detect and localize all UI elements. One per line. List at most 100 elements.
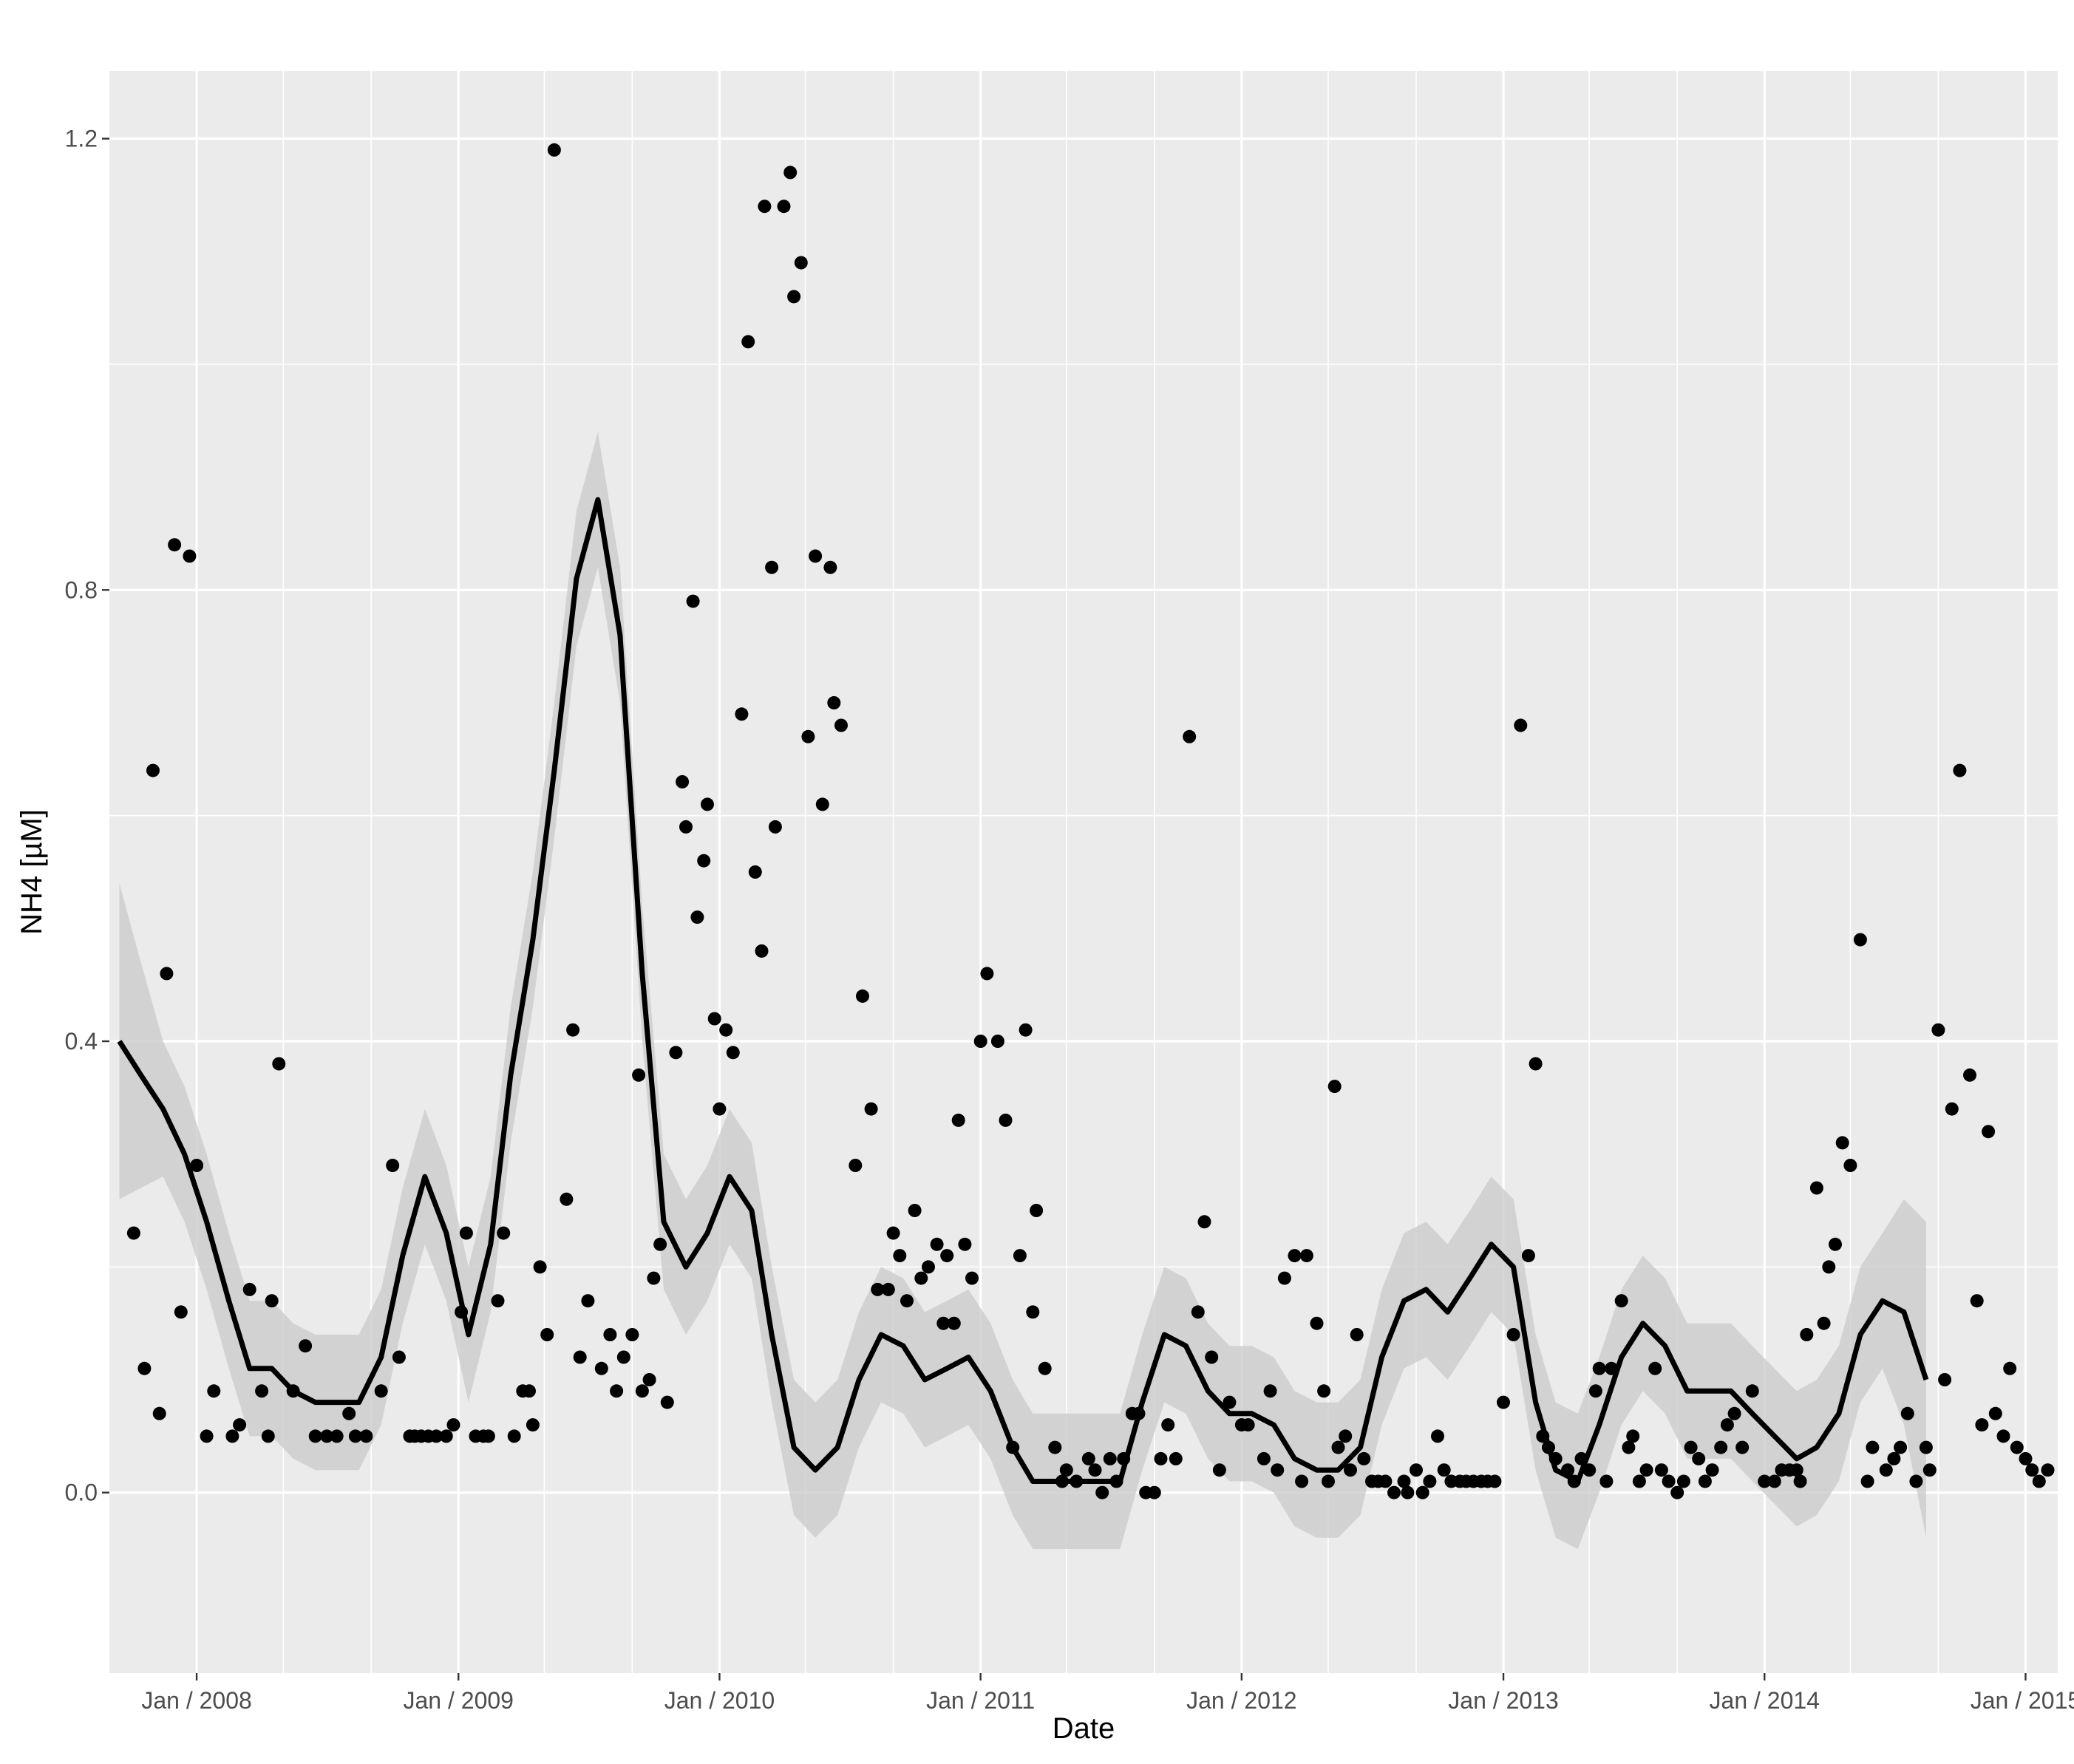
- data-point: [936, 1316, 951, 1330]
- data-point: [1975, 1418, 1989, 1432]
- data-point: [2025, 1463, 2039, 1477]
- data-point: [1648, 1361, 1662, 1375]
- data-point: [1295, 1474, 1309, 1488]
- x-tick-label: Jan / 2013: [1448, 1687, 1558, 1714]
- data-point: [1822, 1260, 1836, 1274]
- y-tick-label: 0.4: [65, 1028, 98, 1055]
- data-point: [1561, 1463, 1575, 1477]
- data-point: [1378, 1474, 1393, 1488]
- data-point: [1809, 1181, 1823, 1195]
- data-point: [1415, 1485, 1429, 1499]
- data-point: [1205, 1350, 1219, 1364]
- data-point: [1829, 1237, 1842, 1251]
- data-point: [1331, 1440, 1345, 1454]
- data-point: [886, 1226, 900, 1240]
- data-point: [1714, 1440, 1728, 1454]
- data-point: [1497, 1395, 1510, 1409]
- data-point: [827, 696, 841, 709]
- data-point: [642, 1373, 656, 1386]
- data-point: [1626, 1429, 1640, 1443]
- data-point: [160, 967, 174, 981]
- data-point: [533, 1260, 547, 1274]
- data-point: [999, 1113, 1013, 1127]
- data-point: [893, 1249, 907, 1263]
- data-point: [1263, 1384, 1277, 1398]
- data-point: [2003, 1361, 2017, 1375]
- data-point: [1536, 1429, 1550, 1443]
- data-point: [719, 1023, 733, 1037]
- data-point: [330, 1429, 344, 1443]
- data-point: [320, 1429, 334, 1443]
- data-point: [1317, 1384, 1331, 1398]
- data-point: [856, 989, 869, 1003]
- data-point: [429, 1429, 443, 1443]
- data-point: [1109, 1474, 1123, 1488]
- data-point: [713, 1102, 727, 1116]
- data-point: [233, 1418, 247, 1432]
- data-point: [1327, 1080, 1342, 1094]
- data-point: [914, 1271, 928, 1285]
- data-point: [1048, 1440, 1062, 1454]
- data-point: [547, 143, 561, 157]
- data-point: [1567, 1474, 1581, 1488]
- x-tick-label: Jan / 2008: [141, 1687, 251, 1714]
- data-point: [1970, 1294, 1984, 1308]
- data-point: [1410, 1463, 1423, 1477]
- data-point: [1350, 1328, 1364, 1341]
- data-point: [1183, 729, 1197, 743]
- data-point: [1988, 1406, 2002, 1420]
- data-point: [980, 967, 994, 981]
- data-point: [392, 1350, 406, 1364]
- data-point: [2041, 1463, 2055, 1477]
- data-point: [1322, 1474, 1335, 1488]
- data-point: [864, 1102, 878, 1116]
- data-point: [1241, 1418, 1255, 1432]
- data-point: [1339, 1429, 1353, 1443]
- data-point: [1147, 1485, 1161, 1499]
- data-point: [2019, 1451, 2033, 1465]
- data-point: [735, 707, 749, 721]
- data-point: [286, 1384, 300, 1398]
- data-point: [1684, 1440, 1698, 1454]
- data-point: [669, 1046, 683, 1060]
- data-point: [1894, 1440, 1908, 1454]
- data-point: [823, 560, 837, 574]
- data-point: [255, 1384, 269, 1398]
- data-point: [834, 718, 848, 732]
- data-point: [755, 944, 769, 958]
- data-point: [660, 1395, 674, 1409]
- data-point: [647, 1271, 661, 1285]
- data-point: [374, 1384, 388, 1398]
- data-point: [1006, 1440, 1020, 1454]
- data-point: [881, 1282, 895, 1296]
- data-point: [1088, 1463, 1102, 1477]
- data-point: [446, 1418, 460, 1432]
- data-point: [973, 1035, 987, 1048]
- data-point: [958, 1237, 972, 1251]
- data-point: [1423, 1474, 1437, 1488]
- data-point: [526, 1418, 540, 1432]
- data-point: [940, 1249, 954, 1263]
- data-point: [1344, 1463, 1357, 1477]
- data-point: [1271, 1463, 1285, 1477]
- data-point: [990, 1035, 1004, 1048]
- x-tick-label: Jan / 2009: [404, 1687, 514, 1714]
- data-point: [1161, 1418, 1175, 1432]
- data-point: [2032, 1474, 2046, 1488]
- data-point: [900, 1294, 914, 1308]
- data-point: [1705, 1463, 1719, 1477]
- data-point: [1900, 1406, 1914, 1420]
- data-point: [1853, 933, 1867, 947]
- data-point: [348, 1429, 362, 1443]
- data-point: [523, 1384, 536, 1398]
- data-point: [1887, 1451, 1901, 1465]
- data-point: [1670, 1485, 1684, 1499]
- data-point: [1059, 1463, 1073, 1477]
- data-point: [2010, 1440, 2024, 1454]
- data-point: [1357, 1451, 1371, 1465]
- data-point: [225, 1429, 239, 1443]
- points-layer: [126, 143, 2055, 1499]
- y-axis-title: NH4 [µM]: [16, 809, 48, 935]
- data-point: [1197, 1215, 1211, 1229]
- data-point: [1654, 1463, 1668, 1477]
